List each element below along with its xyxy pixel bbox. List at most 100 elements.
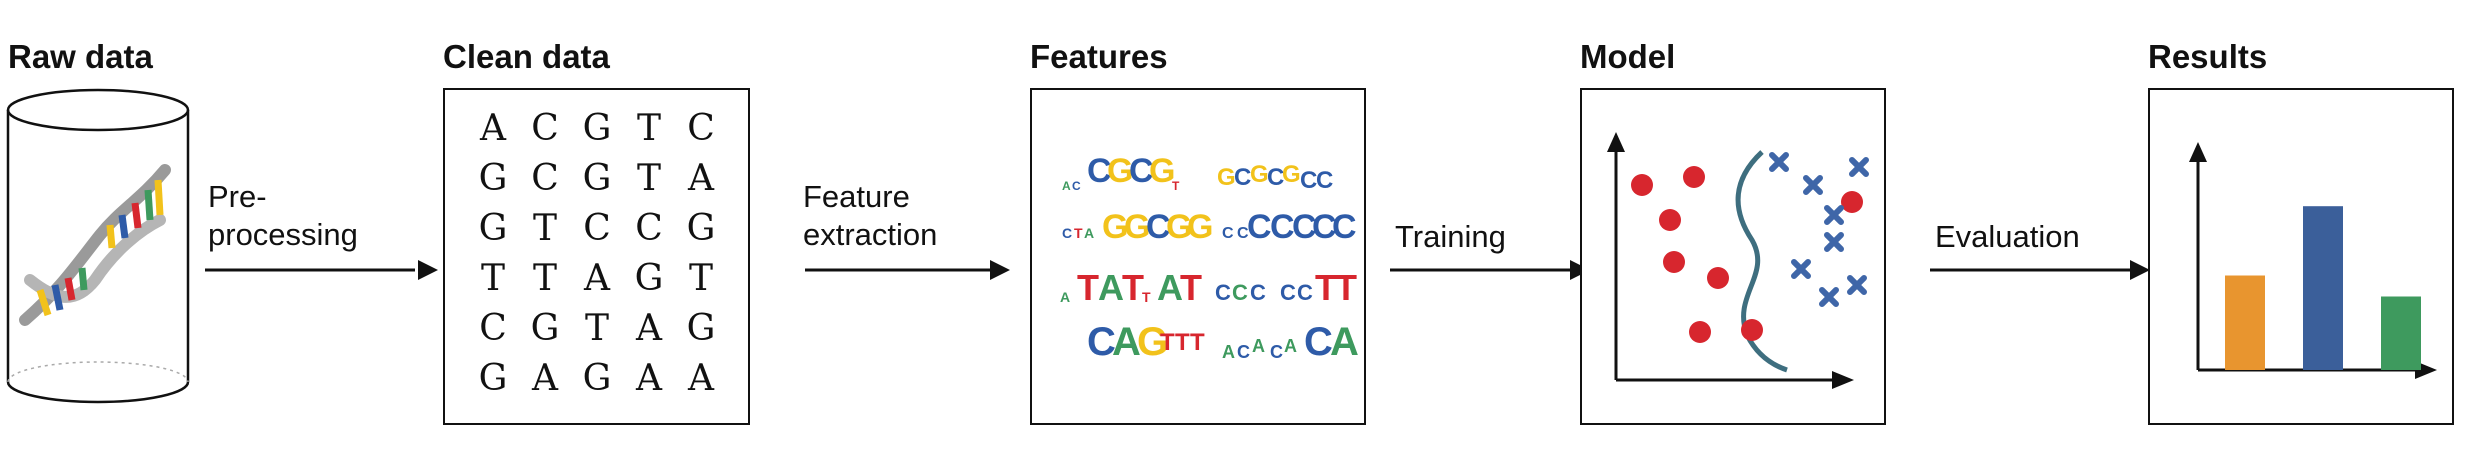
- svg-text:C: C: [1332, 208, 1357, 246]
- result-bar: [2225, 275, 2265, 370]
- svg-text:G: G: [1217, 164, 1236, 191]
- svg-text:G: G: [1107, 152, 1133, 190]
- nucleotide: G: [530, 308, 560, 349]
- svg-text:A: A: [1222, 342, 1235, 362]
- svg-text:T: T: [1074, 225, 1083, 241]
- nucleotide: A: [532, 358, 558, 399]
- svg-text:A: A: [1157, 267, 1183, 308]
- cylinder-icon: [6, 88, 190, 404]
- nucleotide: T: [636, 158, 661, 199]
- nucleotide: A: [688, 358, 714, 399]
- svg-text:A: A: [1084, 225, 1094, 241]
- nucleotide: T: [480, 258, 505, 299]
- nucleotide: G: [634, 258, 664, 299]
- arrow-label-preprocessing: Pre- processing: [208, 178, 358, 254]
- svg-text:C: C: [1062, 225, 1072, 241]
- svg-text:G: G: [1149, 152, 1175, 190]
- stage-title-features: Features: [1030, 38, 1168, 75]
- result-bar: [2303, 206, 2343, 370]
- nucleotide: T: [688, 258, 713, 299]
- svg-text:C: C: [1129, 152, 1154, 190]
- svg-text:A: A: [1062, 179, 1071, 193]
- svg-text:A: A: [1098, 267, 1124, 308]
- svg-text:G: G: [1250, 161, 1269, 188]
- arrow-label-line2: processing: [208, 217, 358, 252]
- stage-title-results: Results: [2148, 38, 2268, 75]
- svg-text:C: C: [1087, 152, 1112, 190]
- svg-text:T: T: [1172, 179, 1180, 193]
- svg-text:C: C: [1304, 320, 1333, 364]
- scatter-plot-icon: [1607, 132, 1869, 389]
- svg-text:C: C: [1297, 280, 1313, 305]
- arrow-icon: [205, 260, 438, 280]
- svg-text:G: G: [1166, 208, 1192, 246]
- arrow-icon: [805, 260, 1010, 280]
- svg-text:T: T: [1335, 267, 1357, 308]
- svg-text:T: T: [1142, 289, 1151, 305]
- svg-text:C: C: [1300, 167, 1317, 194]
- svg-text:A: A: [1284, 336, 1297, 356]
- svg-text:T: T: [1122, 267, 1144, 308]
- results-box: [2148, 88, 2454, 425]
- svg-text:T: T: [1190, 329, 1205, 356]
- stage-title-clean-data: Clean data: [443, 38, 610, 75]
- svg-text:C: C: [1250, 280, 1266, 305]
- nucleotide: C: [479, 308, 507, 349]
- svg-text:T: T: [1175, 329, 1190, 356]
- svg-text:C: C: [1232, 280, 1248, 305]
- nucleotide: G: [686, 308, 716, 349]
- arrow-label-feature-extraction: Feature extraction: [803, 178, 937, 254]
- svg-text:A: A: [1330, 320, 1359, 364]
- svg-text:A: A: [1252, 336, 1265, 356]
- arrow-label-line2: extraction: [803, 217, 938, 252]
- svg-text:A: A: [1112, 320, 1141, 364]
- nucleotide: C: [531, 108, 559, 149]
- arrow-label-line1: Feature: [803, 179, 910, 214]
- nucleotide: G: [582, 158, 612, 199]
- svg-text:C: C: [1267, 164, 1284, 191]
- bar-chart-icon: [2189, 142, 2437, 379]
- nucleotide: C: [635, 208, 663, 249]
- arrow-label-training: Training: [1395, 219, 1506, 254]
- nucleotide: A: [636, 308, 662, 349]
- nucleotide: T: [636, 108, 661, 149]
- arrow-icon: [1930, 260, 2150, 280]
- svg-text:C: C: [1247, 208, 1272, 246]
- svg-text:C: C: [1316, 167, 1333, 194]
- svg-text:C: C: [1234, 164, 1251, 191]
- nucleotide: G: [478, 358, 508, 399]
- nucleotide: G: [478, 158, 508, 199]
- svg-text:C: C: [1222, 225, 1234, 242]
- svg-text:C: C: [1280, 280, 1296, 305]
- nucleotide: A: [636, 358, 662, 399]
- nucleotide: A: [688, 158, 714, 199]
- nucleotide: T: [532, 208, 557, 249]
- svg-text:C: C: [1312, 208, 1337, 246]
- svg-text:C: C: [1237, 225, 1249, 242]
- svg-text:G: G: [1102, 208, 1128, 246]
- svg-text:C: C: [1237, 342, 1250, 362]
- svg-text:T: T: [1160, 329, 1175, 356]
- nucleotide: C: [687, 108, 715, 149]
- svg-text:G: G: [1282, 161, 1301, 188]
- svg-text:C: C: [1072, 179, 1081, 193]
- svg-text:G: G: [1187, 208, 1213, 246]
- nucleotide: G: [478, 208, 508, 249]
- nucleotide: G: [582, 108, 612, 149]
- stage-title-model: Model: [1580, 38, 1676, 75]
- arrow-label-evaluation: Evaluation: [1935, 219, 2080, 254]
- svg-text:T: T: [1180, 267, 1202, 308]
- stage-title-raw-data: Raw data: [8, 38, 153, 75]
- svg-text:C: C: [1087, 320, 1116, 364]
- nucleotide: C: [583, 208, 611, 249]
- nucleotide: A: [584, 258, 610, 299]
- nucleotide: C: [531, 158, 559, 199]
- svg-text:C: C: [1292, 208, 1317, 246]
- nucleotide: T: [584, 308, 609, 349]
- svg-text:A: A: [1060, 289, 1070, 305]
- svg-text:C: C: [1270, 208, 1295, 246]
- model-box: [1580, 88, 1886, 425]
